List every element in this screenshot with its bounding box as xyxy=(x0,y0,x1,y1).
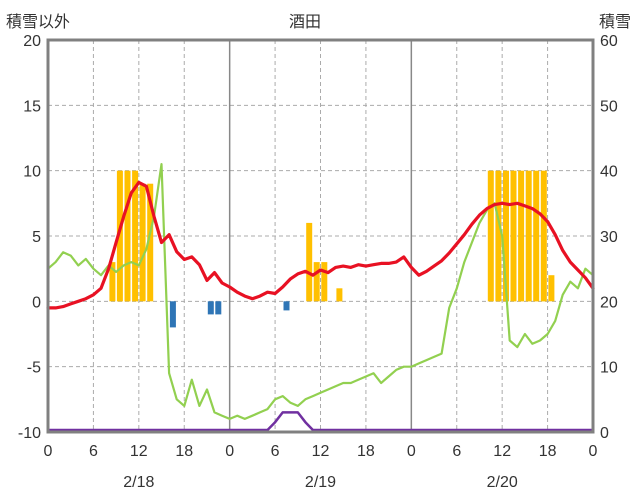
left-axis-title: 積雪以外 xyxy=(6,14,71,31)
hour-tick: 6 xyxy=(89,443,98,460)
orange-bars-bar xyxy=(139,183,146,302)
right-axis-title: 積雪 xyxy=(598,14,631,31)
orange-bars-bar xyxy=(510,170,517,302)
right-axis-tick: 30 xyxy=(600,229,618,246)
left-axis-tick: -10 xyxy=(18,425,41,442)
right-axis-tick: 0 xyxy=(600,425,609,442)
date-label: 2/18 xyxy=(123,474,154,491)
orange-bars-bar xyxy=(132,170,139,302)
orange-bars-bar xyxy=(336,288,343,302)
left-axis-tick: 5 xyxy=(32,229,41,246)
hour-tick: 18 xyxy=(175,443,193,460)
right-axis-tick: 40 xyxy=(600,164,618,181)
hour-tick: 12 xyxy=(493,443,511,460)
orange-bars-bar xyxy=(147,183,154,302)
right-axis-tick: 10 xyxy=(600,360,618,377)
orange-bars-bar xyxy=(518,170,525,302)
orange-bars-bar xyxy=(548,275,555,302)
left-axis-tick: 15 xyxy=(23,98,41,115)
orange-bars-bar xyxy=(306,222,313,302)
orange-bars-bar xyxy=(313,262,320,302)
blue-bars-bar xyxy=(283,301,290,311)
hour-tick: 0 xyxy=(589,443,598,460)
orange-bars-bar xyxy=(124,170,131,302)
right-axis-tick: 20 xyxy=(600,294,618,311)
hour-tick: 12 xyxy=(130,443,148,460)
chart-title: 酒田 xyxy=(288,14,321,31)
red-line xyxy=(46,180,595,310)
orange-bars-bar xyxy=(321,262,328,302)
orange-bars-bar xyxy=(487,170,494,302)
left-axis-tick: -5 xyxy=(27,360,41,377)
purple-line xyxy=(46,411,595,432)
orange-bars-bar xyxy=(533,170,540,302)
blue-bars-bar xyxy=(215,301,222,315)
hour-tick: 0 xyxy=(407,443,416,460)
hour-tick: 6 xyxy=(271,443,280,460)
hour-tick: 12 xyxy=(312,443,330,460)
orange-bars-bar xyxy=(109,262,116,302)
right-axis-tick: 50 xyxy=(600,98,618,115)
hour-tick: 0 xyxy=(225,443,234,460)
orange-bars-bar xyxy=(495,170,502,302)
orange-bars-bar xyxy=(503,170,509,302)
hour-tick: 6 xyxy=(452,443,461,460)
green-line xyxy=(46,163,595,420)
hour-tick: 18 xyxy=(539,443,557,460)
right-axis-tick: 60 xyxy=(600,33,618,50)
blue-bars-bar xyxy=(169,301,176,328)
left-axis-tick: 0 xyxy=(32,294,41,311)
hour-tick: 0 xyxy=(44,443,53,460)
date-label: 2/20 xyxy=(487,474,518,491)
left-axis-tick: 20 xyxy=(23,33,41,50)
orange-bars-bar xyxy=(116,170,123,302)
hour-tick: 18 xyxy=(357,443,375,460)
blue-bars-bar xyxy=(207,301,214,315)
date-label: 2/19 xyxy=(305,474,336,491)
orange-bars-bar xyxy=(540,170,547,302)
plot-border xyxy=(46,38,595,434)
left-axis-tick: 10 xyxy=(23,164,41,181)
orange-bars-bar xyxy=(525,170,532,302)
